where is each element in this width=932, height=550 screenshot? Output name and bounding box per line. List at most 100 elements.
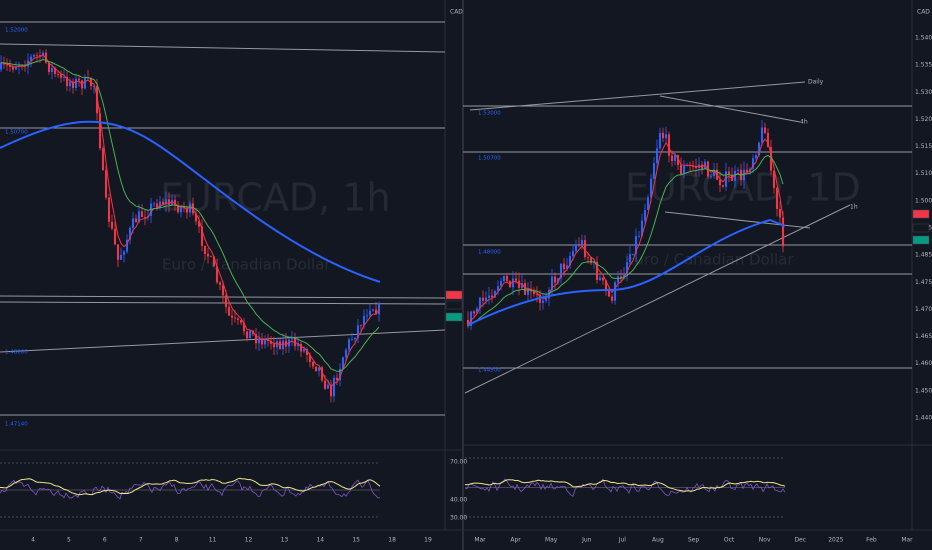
candle-body [5,64,9,66]
candle-body [362,315,366,326]
candle-body [472,311,476,314]
candle-body [559,263,563,279]
candle-body [104,170,108,198]
candle-body [502,275,506,282]
candles [0,49,786,403]
candle-body [257,338,261,344]
candle-body [236,318,240,321]
candle-body [757,142,761,156]
candle-body [469,311,473,326]
candle-body [242,322,246,332]
candle-body [712,169,716,176]
oscillator-signal [0,477,381,496]
time-axis-label: Jun [581,537,592,544]
candle-body [640,220,644,236]
candle-body [359,325,363,327]
candle-body [263,338,267,345]
candle-body [305,349,309,355]
time-axis-label: 12 [245,537,253,544]
time-axis-label: Apr [510,537,521,544]
time-axis-label: May [545,537,558,544]
candle-body [347,339,351,350]
candle-body [781,217,785,247]
candle-body [137,211,141,223]
candle-body [221,284,225,296]
candle-body [173,199,177,205]
candle-body [724,171,728,187]
candle-body [206,253,210,257]
price-level-label: 1.47140 [5,422,28,428]
candle-body [568,255,572,266]
time-axis-label: Feb [866,537,877,544]
time-axis-label: Oct [724,537,735,544]
price-badge [912,223,930,233]
candle-body [565,265,569,269]
trend-line [0,295,446,299]
candle-body [496,286,500,292]
candle-body [368,310,372,316]
trend-line [469,81,806,111]
candle-body [194,213,198,222]
candle-body [505,275,509,282]
candle-body [535,294,539,295]
candle-body [490,295,494,298]
candle-body [185,208,189,213]
candle-body [62,76,66,78]
time-axis-label: Aug [652,537,664,544]
price-axis-label: 1.46000 [915,360,932,367]
candle-body [179,206,183,213]
candle-body [619,276,623,279]
time-axis-label: 4 [31,537,35,544]
time-axis-label: Nov [759,537,771,544]
time-axis-label: 15 [352,537,360,544]
candle-body [526,288,530,295]
candle-body [98,113,102,149]
candle-body [341,357,345,369]
candle-body [302,349,306,352]
price-level-label: 1.52000 [5,28,28,34]
trend-line [464,204,851,394]
candle-body [245,331,249,339]
candle-body [14,66,18,70]
candle-body [466,320,470,326]
candle-body [350,339,354,341]
candle-body [35,54,39,56]
candle-body [652,163,656,179]
candle-body [589,257,593,264]
time-axis-label: 13 [281,537,289,544]
candle-body [478,297,482,309]
candle-body [65,76,69,87]
candle-body [152,203,156,205]
candle-body [293,338,297,347]
candle-body [661,132,665,139]
candle-body [769,147,773,171]
candle-body [766,132,770,148]
price-axis-label: 1.44000 [915,415,932,422]
candle-body [499,281,503,287]
candle-body [356,325,360,338]
candle-body [11,66,15,70]
candle-body [371,309,375,311]
candle-body [218,282,222,285]
candle-body [577,244,581,245]
candle-body [311,362,315,367]
moving-average-200 [467,218,786,326]
candle-body [338,368,342,381]
candle-body [224,295,228,307]
candle-body [736,169,740,171]
candle-body [167,199,171,205]
candle-body [143,217,147,218]
candle-body [77,78,81,81]
candle-body [721,185,725,187]
candle-body [670,155,674,162]
candle-body [233,317,237,319]
watermark-description: Euro / Canadian Dollar [162,256,331,274]
moving-average [0,59,380,372]
price-level-label: 1.50700 [478,156,501,162]
candle-body [637,235,641,237]
time-axis-label: 2025 [828,537,843,544]
candle-body [86,77,90,79]
line-label: Daily [808,79,824,86]
candle-body [613,282,617,301]
